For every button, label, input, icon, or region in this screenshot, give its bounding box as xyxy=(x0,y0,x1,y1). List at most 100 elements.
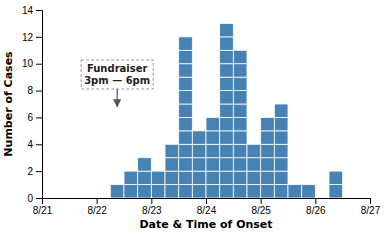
bar xyxy=(288,185,302,198)
unit-square xyxy=(302,185,316,198)
y-tick-label: 6 xyxy=(27,112,33,123)
unit-square xyxy=(220,117,234,130)
annotation: Fundraiser3pm — 6pm xyxy=(81,60,153,107)
bar xyxy=(329,171,343,198)
unit-square xyxy=(220,77,234,90)
unit-square xyxy=(179,37,193,50)
y-tick-label: 10 xyxy=(22,58,34,69)
unit-square xyxy=(179,64,193,77)
unit-square xyxy=(261,185,275,198)
unit-square xyxy=(233,158,247,171)
bar xyxy=(220,23,234,198)
unit-square xyxy=(110,185,124,198)
unit-square xyxy=(233,171,247,184)
annotation-text: Fundraiser3pm — 6pm xyxy=(84,63,150,86)
unit-square xyxy=(220,171,234,184)
unit-square xyxy=(233,64,247,77)
unit-square xyxy=(124,185,138,198)
chart: 8/218/228/238/248/258/268/2702468101214F… xyxy=(0,0,384,234)
unit-square xyxy=(179,117,193,130)
bar xyxy=(192,131,206,198)
unit-square xyxy=(233,77,247,90)
y-tick-mark xyxy=(36,91,42,92)
unit-square xyxy=(151,171,165,184)
unit-square xyxy=(220,185,234,198)
unit-square xyxy=(151,185,165,198)
unit-square xyxy=(206,144,220,157)
bar xyxy=(124,171,138,198)
x-tick-mark xyxy=(261,198,262,204)
x-axis-line xyxy=(43,199,371,205)
unit-square xyxy=(274,144,288,157)
y-tick-mark xyxy=(36,171,42,172)
x-tick-label: 8/26 xyxy=(306,205,326,216)
unit-square xyxy=(233,144,247,157)
x-tick: 8/24 xyxy=(197,198,217,216)
y-axis-line xyxy=(36,11,43,199)
x-tick: 8/22 xyxy=(87,198,107,216)
bar xyxy=(261,117,275,198)
unit-square xyxy=(233,91,247,104)
y-tick: 4 xyxy=(27,139,42,150)
unit-square xyxy=(179,91,193,104)
unit-square xyxy=(192,158,206,171)
y-tick: 10 xyxy=(22,58,42,69)
x-axis: 8/218/228/238/248/258/268/27 xyxy=(33,198,381,216)
unit-square xyxy=(220,23,234,36)
bar xyxy=(247,144,261,198)
bar xyxy=(206,117,220,198)
plot-area: 8/218/228/238/248/258/268/2702468101214F… xyxy=(22,5,381,216)
unit-square xyxy=(233,185,247,198)
y-tick: 14 xyxy=(22,5,42,16)
x-tick-label: 8/25 xyxy=(251,205,271,216)
unit-square xyxy=(165,144,179,157)
x-tick-mark xyxy=(97,198,98,204)
unit-square xyxy=(261,171,275,184)
x-tick: 8/27 xyxy=(361,198,381,216)
annotation-arrow xyxy=(117,89,118,107)
y-tick-mark xyxy=(36,144,42,145)
y-tick: 0 xyxy=(27,193,42,204)
unit-square xyxy=(206,171,220,184)
bars xyxy=(110,23,342,198)
unit-square xyxy=(179,144,193,157)
unit-square xyxy=(233,104,247,117)
unit-square xyxy=(179,158,193,171)
y-tick-label: 0 xyxy=(27,193,33,204)
bar xyxy=(302,185,316,198)
unit-square xyxy=(220,50,234,63)
unit-square xyxy=(179,104,193,117)
bar xyxy=(233,50,247,198)
unit-square xyxy=(274,131,288,144)
bar xyxy=(110,185,124,198)
unit-square xyxy=(220,91,234,104)
unit-square xyxy=(124,171,138,184)
x-tick: 8/21 xyxy=(33,198,53,216)
unit-square xyxy=(138,171,152,184)
y-axis-title: Number of Cases xyxy=(2,51,15,157)
unit-square xyxy=(247,158,261,171)
x-tick-label: 8/21 xyxy=(33,205,53,216)
annotation-box xyxy=(81,60,153,89)
unit-square xyxy=(179,171,193,184)
unit-square xyxy=(220,158,234,171)
unit-square xyxy=(233,50,247,63)
unit-square xyxy=(138,185,152,198)
x-tick-mark xyxy=(151,198,152,204)
unit-square xyxy=(220,144,234,157)
y-axis: 02468101214 xyxy=(22,5,43,204)
x-tick-mark xyxy=(370,198,371,204)
x-tick-label: 8/27 xyxy=(361,205,381,216)
unit-square xyxy=(220,37,234,50)
y-tick-label: 14 xyxy=(22,5,34,16)
y-tick-label: 4 xyxy=(27,139,33,150)
unit-square xyxy=(261,144,275,157)
unit-square xyxy=(192,185,206,198)
unit-square xyxy=(192,131,206,144)
unit-square xyxy=(329,171,343,184)
unit-square xyxy=(274,158,288,171)
unit-square xyxy=(206,131,220,144)
bar xyxy=(179,37,193,198)
unit-square xyxy=(165,185,179,198)
unit-square xyxy=(220,64,234,77)
